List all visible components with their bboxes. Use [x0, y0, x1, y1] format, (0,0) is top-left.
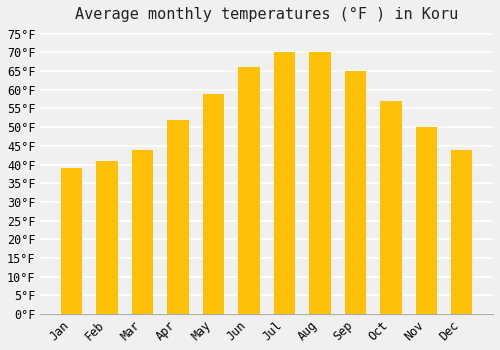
Bar [96, 161, 117, 314]
Bar [274, 52, 295, 314]
Bar [61, 168, 82, 314]
Bar [344, 71, 366, 314]
Bar [310, 52, 330, 314]
Bar [451, 149, 472, 314]
Bar [238, 68, 260, 314]
Bar [416, 127, 437, 314]
Bar [380, 101, 402, 314]
Bar [203, 93, 224, 314]
Bar [168, 120, 188, 314]
Bar [132, 149, 153, 314]
Title: Average monthly temperatures (°F ) in Koru: Average monthly temperatures (°F ) in Ko… [75, 7, 458, 22]
